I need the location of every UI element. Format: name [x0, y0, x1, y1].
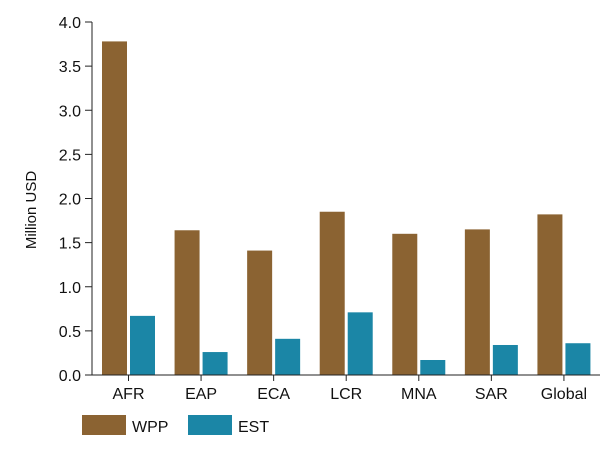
x-tick-label: Global [541, 386, 587, 403]
y-tick-label: 4.0 [59, 15, 81, 32]
y-tick-label: 3.0 [59, 103, 81, 120]
bar-wpp-lcr [319, 211, 345, 375]
legend-label-wpp: WPP [132, 419, 168, 436]
bar-wpp-eap [174, 230, 200, 375]
bars [102, 41, 591, 375]
bar-est-lcr [347, 312, 373, 375]
bar-wpp-afr [102, 41, 127, 375]
y-tick-label: 3.5 [59, 59, 81, 76]
bar-wpp-mna [392, 233, 418, 375]
legend: WPP EST [82, 415, 269, 436]
bar-wpp-eca [247, 250, 273, 375]
legend-swatch-wpp [82, 415, 126, 435]
bar-est-afr [130, 315, 155, 375]
y-tick-label: 1.5 [59, 236, 81, 253]
y-tick-label: 1.0 [59, 280, 81, 297]
legend-label-est: EST [238, 419, 269, 436]
x-tick-label: ECA [257, 386, 290, 403]
y-axis-title: Million USD [23, 171, 40, 250]
bar-wpp-sar [464, 229, 490, 375]
legend-swatch-est [188, 415, 232, 435]
x-tick-label: MNA [401, 386, 437, 403]
bar-est-mna [420, 359, 446, 375]
x-axis-labels: AFR EAP ECA LCR MNA SAR Global [113, 375, 587, 403]
x-tick-label: SAR [475, 386, 508, 403]
bar-est-eap [202, 352, 228, 375]
bar-est-global [565, 343, 591, 375]
axes [91, 22, 600, 376]
x-tick-label: EAP [185, 386, 217, 403]
y-tick-label: 2.5 [59, 147, 81, 164]
y-tick-label: 0.0 [59, 368, 81, 385]
x-tick-label: AFR [113, 386, 145, 403]
y-tick-label: 2.0 [59, 192, 81, 209]
y-tick-label: 0.5 [59, 324, 81, 341]
y-axis-ticks: 0.0 0.5 1.0 1.5 2.0 2.5 3.0 3.5 4.0 [59, 15, 92, 385]
bar-wpp-global [537, 214, 563, 375]
bar-est-eca [275, 338, 301, 375]
x-tick-label: LCR [330, 386, 362, 403]
bar-est-sar [492, 344, 518, 375]
